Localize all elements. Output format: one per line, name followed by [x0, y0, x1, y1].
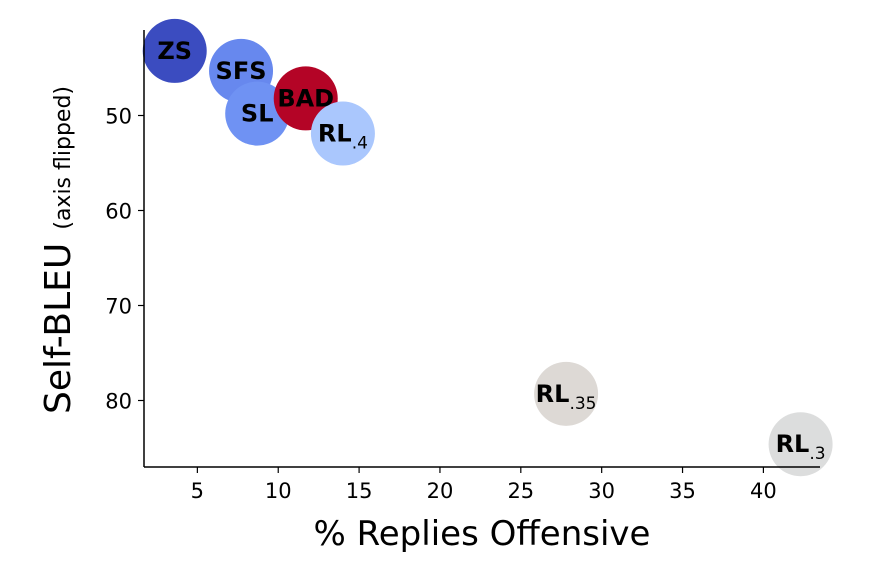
x-tick-label: 40	[750, 479, 777, 503]
point-label: BAD	[277, 84, 334, 112]
point-label: RL.3	[776, 430, 826, 464]
point-label-subscript: .3	[809, 444, 825, 464]
point-label: RL.35	[536, 380, 597, 414]
point-label: SL	[241, 100, 274, 128]
x-tick-label: 35	[669, 479, 696, 503]
y-tick-label: 60	[105, 200, 132, 224]
point-rl35	[534, 361, 599, 426]
x-tick-label: 30	[588, 479, 615, 503]
x-tick-label: 25	[507, 479, 534, 503]
x-tick-label: 10	[265, 479, 292, 503]
point-sl	[225, 81, 290, 146]
x-ticks: 5 10 15 20 25 30 35 40	[191, 467, 777, 503]
point-label-subscript: .4	[352, 134, 368, 154]
x-tick-label: 5	[191, 479, 204, 503]
y-axis-title-note: (axis flipped)	[51, 86, 76, 230]
y-axis-title: Self-BLEU (axis flipped)	[38, 86, 79, 414]
point-label: SFS	[216, 57, 267, 85]
y-tick-label: 70	[105, 295, 132, 319]
point-label: ZS	[157, 37, 192, 65]
x-axis-title: % Replies Offensive	[314, 514, 651, 554]
y-axis-title-main: Self-BLEU	[38, 243, 79, 414]
point-rl3	[768, 412, 833, 477]
x-tick-label: 20	[427, 479, 454, 503]
y-ticks: 50 60 70 80	[105, 105, 144, 414]
point-label: RL.4	[318, 120, 368, 154]
point-label-subscript: .35	[569, 394, 596, 414]
point-rl4	[310, 101, 375, 166]
point-zs	[142, 18, 207, 83]
y-tick-label: 50	[105, 105, 132, 129]
y-tick-label: 80	[105, 390, 132, 414]
x-tick-label: 15	[346, 479, 373, 503]
